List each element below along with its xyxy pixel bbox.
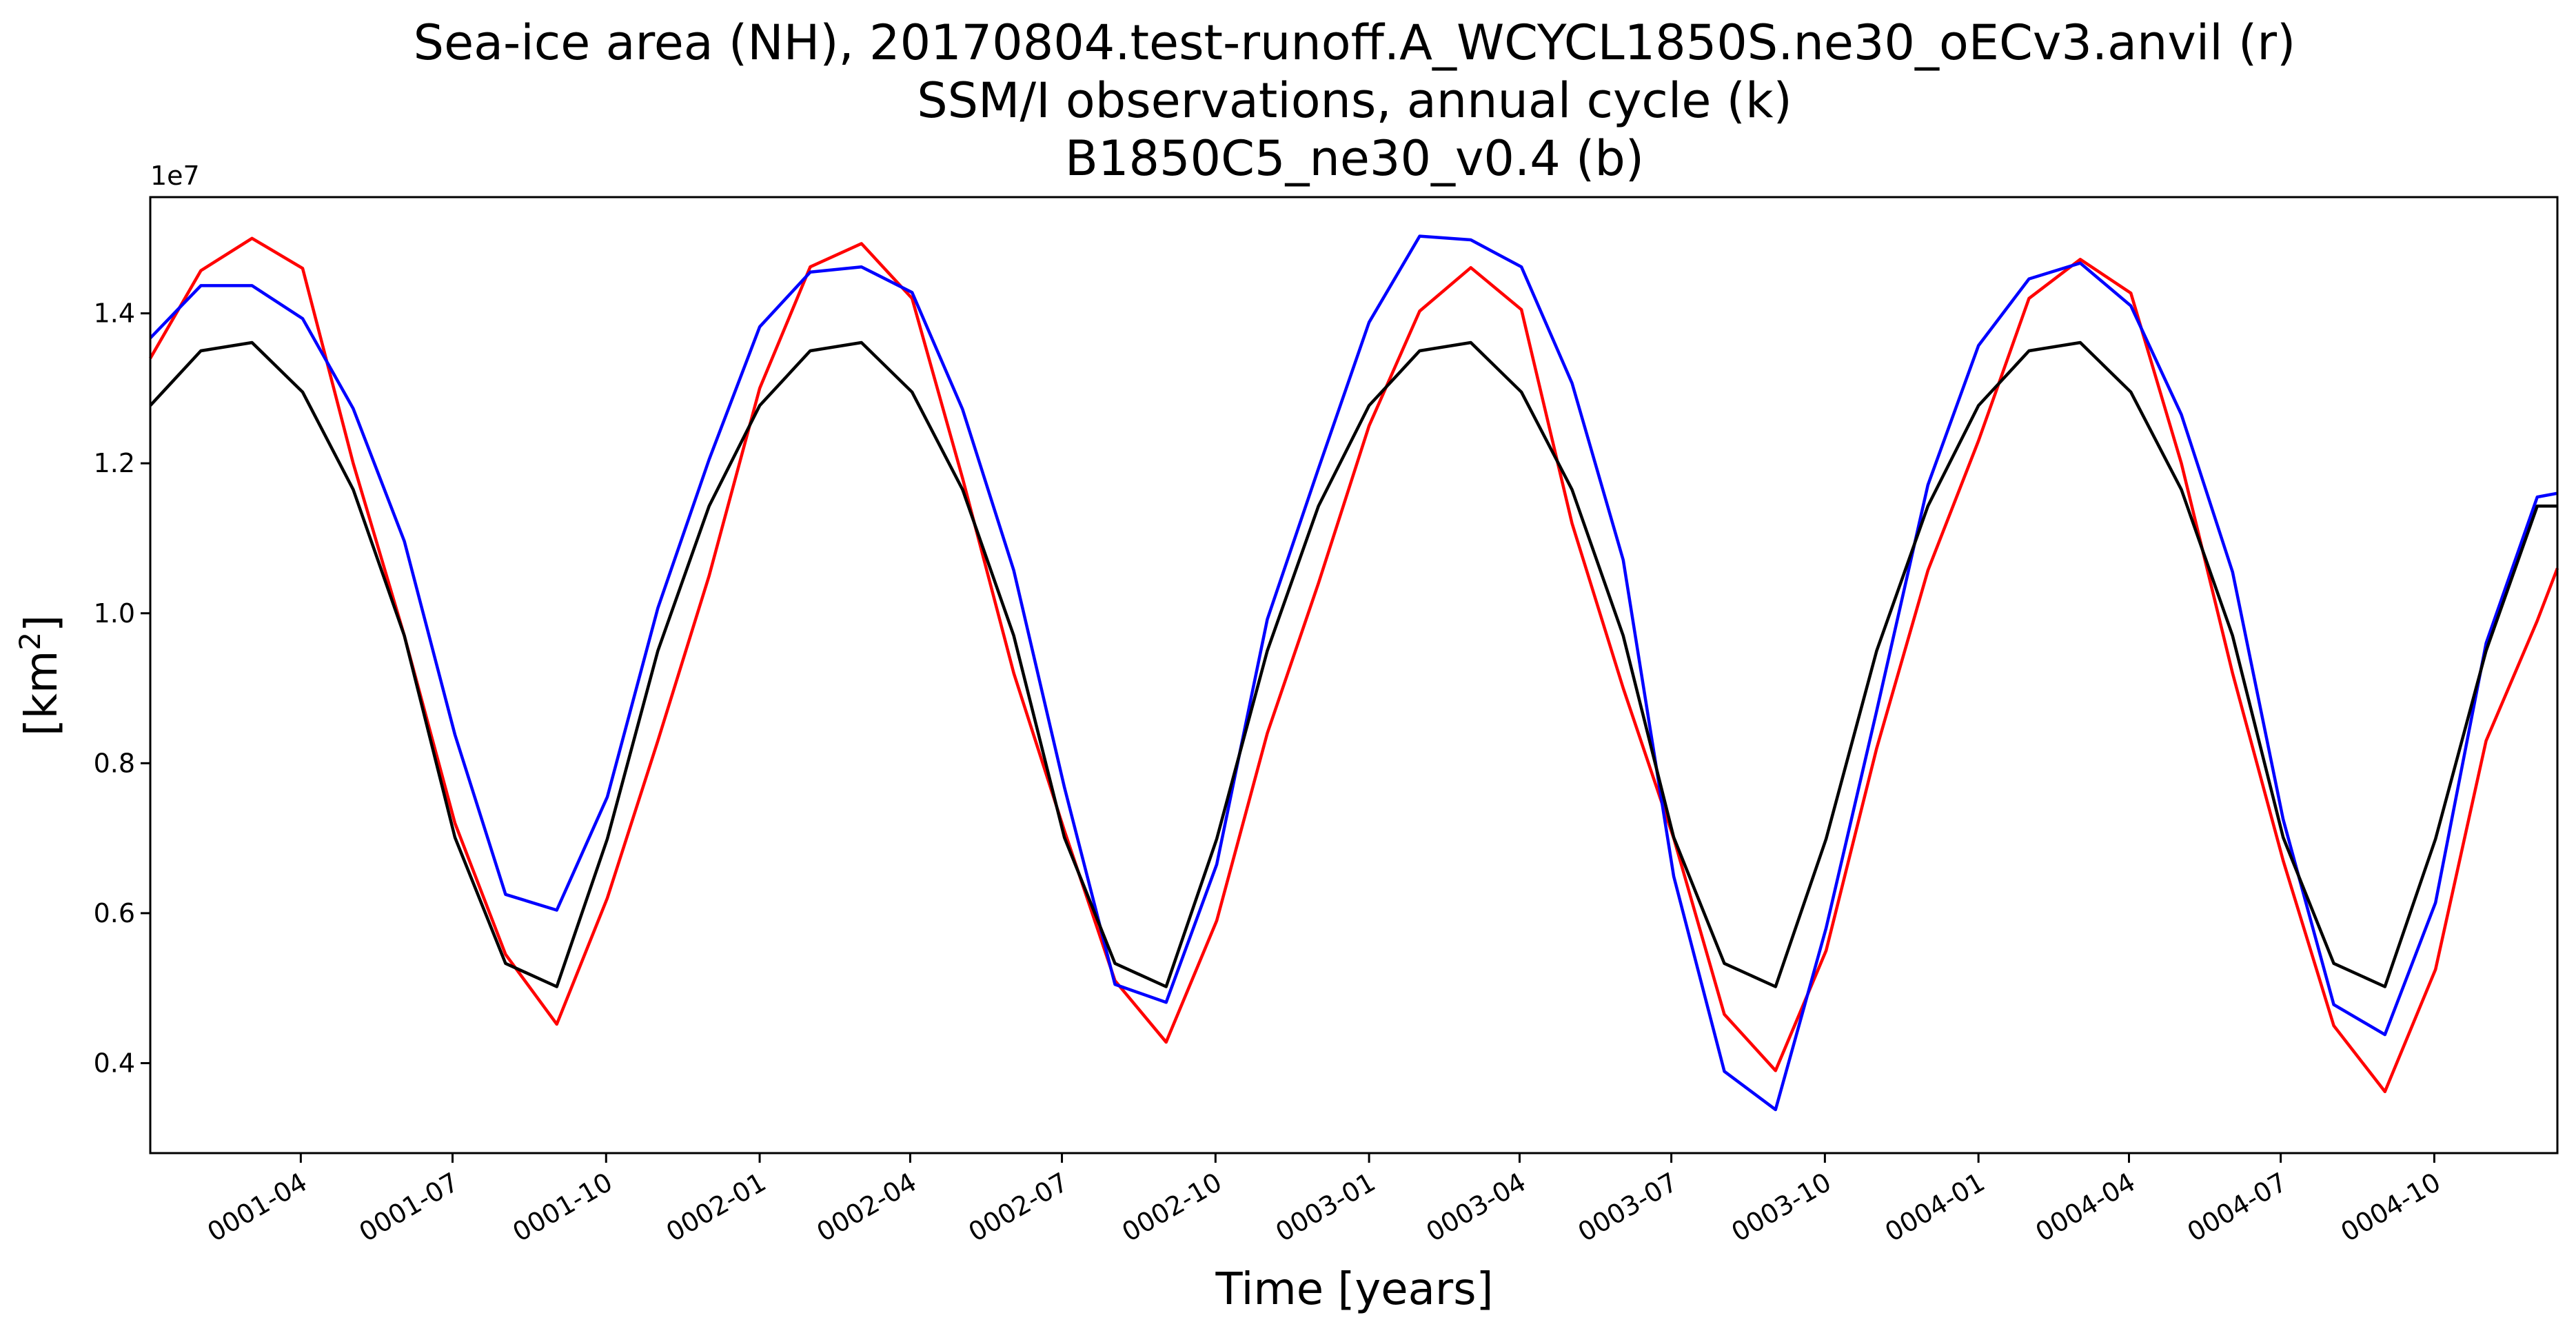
y-axis-label-base: [km (17, 651, 68, 736)
x-tick-label: 0002-04 (811, 1167, 922, 1248)
y-axis-ticks: 0.4 0.6 0.8 1.0 1.2 1.4 (94, 298, 150, 1078)
title-line-3: B1850C5_ne30_v0.4 (b) (1065, 130, 1644, 187)
y-tick-label: 1.4 (94, 298, 135, 329)
x-tick-label: 0001-04 (202, 1167, 312, 1248)
y-offset-label: 1e7 (150, 161, 200, 191)
x-tick-label: 0004-04 (2031, 1167, 2141, 1248)
y-tick-label: 1.0 (94, 598, 135, 629)
y-tick-label: 1.2 (94, 448, 135, 478)
x-axis-label: Time [years] (1215, 1264, 1493, 1315)
x-tick-label: 0003-04 (1421, 1167, 1531, 1248)
x-axis-ticks: 0001-04 0001-07 0001-10 0002-01 0002-04 0002-… (202, 1153, 2446, 1248)
y-axis-label: [km2] (13, 615, 68, 736)
y-tick-label: 0.8 (94, 748, 135, 778)
series-line-2 (149, 234, 2558, 1112)
x-tick-label: 0003-01 (1270, 1167, 1381, 1248)
y-axis-label-end: ] (17, 615, 68, 632)
x-tick-label: 0004-01 (1880, 1167, 1990, 1248)
series-line-3 (149, 340, 2557, 988)
x-tick-label: 0003-10 (1726, 1167, 1836, 1248)
y-tick-label: 0.6 (94, 898, 135, 928)
x-tick-label: 0002-10 (1117, 1167, 1227, 1248)
plot-frame (149, 196, 2559, 1154)
x-tick-label: 0001-07 (354, 1167, 464, 1248)
x-tick-label: 0004-10 (2335, 1167, 2446, 1248)
x-tick-label: 0001-10 (507, 1167, 618, 1248)
series-lines (149, 234, 2559, 1112)
chart-title: Sea-ice area (NH), 20170804.test-runoff.… (414, 14, 2296, 187)
x-tick-label: 0002-07 (964, 1167, 1074, 1248)
x-tick-label: 0003-07 (1573, 1167, 1683, 1248)
y-tick-label: 0.4 (94, 1048, 135, 1078)
y-axis-label-sup: 2 (13, 632, 47, 651)
title-line-1: Sea-ice area (NH), 20170804.test-runoff.… (414, 14, 2296, 71)
x-tick-label: 0002-01 (661, 1167, 771, 1248)
series-line-1 (149, 236, 2559, 1094)
x-tick-label: 0004-07 (2182, 1167, 2293, 1248)
title-line-2: SSM/I observations, annual cycle (k) (917, 72, 1792, 129)
